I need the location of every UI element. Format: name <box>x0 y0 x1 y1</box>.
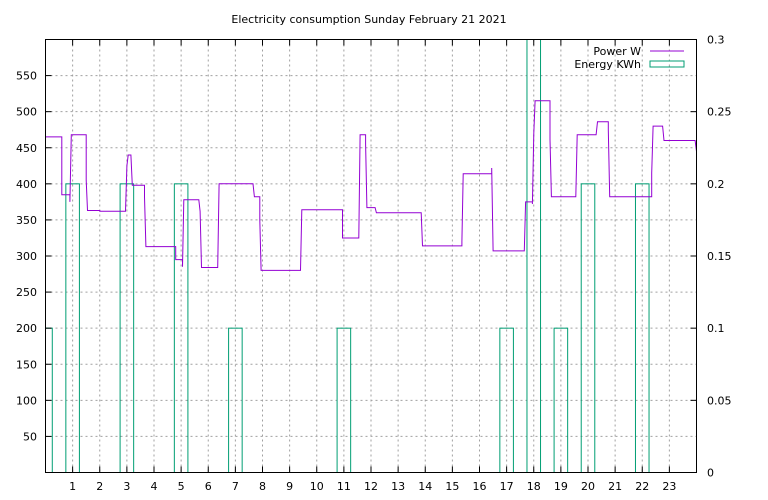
x-tick-label: 1 <box>69 480 76 493</box>
legend-swatch-energy <box>649 60 685 68</box>
y2-tick-label: 0.3 <box>707 34 725 47</box>
x-tick-label: 20 <box>581 480 595 493</box>
y2-tick-label: 0.05 <box>707 394 732 407</box>
y-tick-label: 150 <box>16 358 37 371</box>
x-tick-label: 4 <box>151 480 158 493</box>
x-tick-label: 18 <box>527 480 541 493</box>
legend-label-energy: Energy KWh <box>574 58 641 71</box>
x-tick-label: 19 <box>554 480 568 493</box>
legend: Power W Energy KWh <box>574 45 685 71</box>
y2-tick-label: 0 <box>707 467 714 480</box>
x-tick-label: 16 <box>473 480 487 493</box>
x-tick-label: 23 <box>662 480 676 493</box>
x-tick-label: 17 <box>500 480 514 493</box>
x-tick-label: 7 <box>232 480 239 493</box>
x-tick-label: 13 <box>391 480 405 493</box>
y-tick-label: 250 <box>16 286 37 299</box>
x-tick-label: 6 <box>205 480 212 493</box>
y2-tick-label: 0.15 <box>707 250 732 263</box>
x-tick-label: 11 <box>337 480 351 493</box>
y2-tick-label: 0.25 <box>707 106 732 119</box>
x-tick-label: 22 <box>635 480 649 493</box>
y-tick-label: 550 <box>16 70 37 83</box>
y-tick-label: 100 <box>16 394 37 407</box>
y2-tick-label: 0.2 <box>707 178 725 191</box>
y-tick-label: 200 <box>16 322 37 335</box>
x-tick-label: 10 <box>310 480 324 493</box>
power-series <box>45 100 697 271</box>
x-tick-label: 21 <box>608 480 622 493</box>
x-tick-label: 2 <box>96 480 103 493</box>
y-tick-label: 50 <box>23 430 37 443</box>
x-tick-label: 3 <box>123 480 130 493</box>
x-tick-label: 12 <box>364 480 378 493</box>
legend-label-power: Power W <box>593 45 641 58</box>
chart-title: Electricity consumption Sunday February … <box>231 13 506 26</box>
x-tick-label: 14 <box>418 480 432 493</box>
y-tick-label: 450 <box>16 142 37 155</box>
grid-lines <box>45 39 697 473</box>
x-tick-label: 8 <box>259 480 266 493</box>
x-tick-label: 15 <box>445 480 459 493</box>
y2-tick-label: 0.1 <box>707 322 725 335</box>
power-line <box>45 100 697 271</box>
y-tick-label: 350 <box>16 214 37 227</box>
axes: 1 2 3 4 5 6 7 8 9 10 11 12 13 14 15 16 17 18 19 20 21 22 23501… <box>16 34 732 494</box>
y-tick-label: 300 <box>16 250 37 263</box>
y-tick-label: 400 <box>16 178 37 191</box>
x-tick-label: 5 <box>178 480 185 493</box>
y-tick-label: 500 <box>16 106 37 119</box>
x-tick-label: 9 <box>286 480 293 493</box>
energy-bar <box>580 183 596 473</box>
